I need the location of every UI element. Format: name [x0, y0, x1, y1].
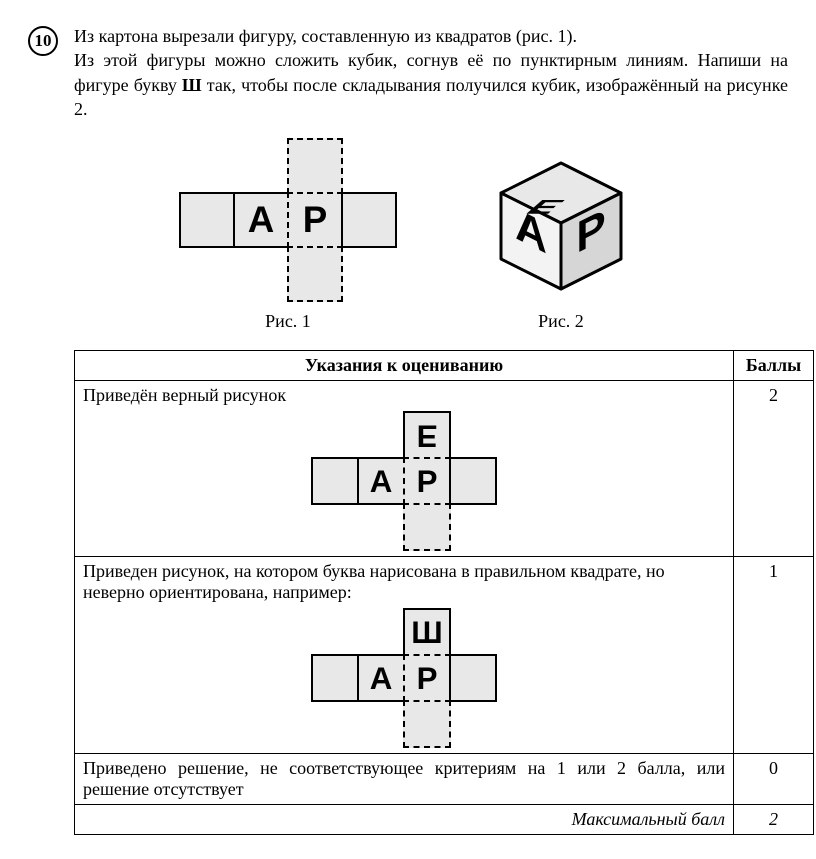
ans2-A-cell: А — [358, 458, 404, 504]
task-line-1: Из картона вырезали фигуру, составленную… — [74, 24, 788, 48]
rubric-header-points: Баллы — [734, 351, 814, 381]
net-P-cell: Р — [287, 192, 343, 248]
ans1-right-cell — [450, 655, 496, 701]
ans2-letter-P: Р — [417, 466, 438, 497]
net-right-cell — [342, 193, 396, 247]
task-line-2: Из этой фигуры можно сложить кубик, согн… — [74, 48, 788, 121]
rubric-row-2pts-text: Приведён верный рисунок — [83, 385, 725, 406]
answer-net-1pt: Ш А Р — [312, 609, 496, 747]
rubric-row-max: Максимальный балл 2 — [75, 805, 814, 835]
task-bold-letter: Ш — [182, 75, 202, 95]
rubric-table: Указания к оцениванию Баллы Приведён вер… — [74, 350, 814, 835]
rubric-row-2pts-points: 2 — [734, 381, 814, 557]
task-number: 10 — [35, 31, 52, 51]
ans2-top-cell: Е — [404, 412, 450, 458]
ans1-bottom-cell — [403, 700, 451, 748]
caption-fig2: Рис. 2 — [538, 311, 584, 332]
rubric-row-0pt-text: Приведено решение, не соответствующее кр… — [75, 754, 734, 805]
net-left-cell — [180, 193, 234, 247]
cube-net-1: А Р — [180, 139, 396, 301]
net-bottom-cell — [287, 246, 343, 302]
ans2-letter-E: Е — [417, 420, 438, 451]
rubric-row-0pt: Приведено решение, не соответствующее кр… — [75, 754, 814, 805]
rubric-row-1pt-points: 1 — [734, 557, 814, 754]
rubric-row-max-text: Максимальный балл — [75, 805, 734, 835]
cube-svg: Е А Р — [486, 151, 636, 301]
rubric-header-row: Указания к оцениванию Баллы — [75, 351, 814, 381]
figure-2: Е А Р Рис. 2 — [486, 151, 636, 332]
ans1-letter-A: А — [370, 663, 393, 694]
ans1-A-cell: А — [358, 655, 404, 701]
rubric-header-criteria: Указания к оцениванию — [75, 351, 734, 381]
answer-net-2pts: Е А Р — [312, 412, 496, 550]
figures-area: А Р Рис. 1 Е А Р — [28, 139, 788, 332]
ans2-bottom-cell — [403, 503, 451, 551]
task-row: 10 Из картона вырезали фигуру, составлен… — [28, 24, 788, 121]
ans1-top-cell: Ш — [404, 609, 450, 655]
ans2-left-cell — [312, 458, 358, 504]
task-text: Из картона вырезали фигуру, составленную… — [74, 24, 788, 121]
ans1-P-cell: Р — [403, 654, 451, 702]
ans1-letter-P: Р — [417, 663, 438, 694]
letter-A: А — [248, 202, 275, 239]
ans1-letter-Sh: Ш — [411, 617, 442, 648]
caption-fig1: Рис. 1 — [265, 311, 311, 332]
net-top-cell — [287, 138, 343, 194]
letter-P: Р — [303, 202, 328, 239]
task-number-badge: 10 — [28, 26, 58, 56]
ans2-P-cell: Р — [403, 457, 451, 505]
net-A-cell: А — [234, 193, 288, 247]
ans1-left-cell — [312, 655, 358, 701]
ans2-letter-A: А — [370, 466, 393, 497]
rubric-row-max-points: 2 — [734, 805, 814, 835]
rubric-row-1pt: Приведен рисунок, на котором буква нарис… — [75, 557, 814, 754]
rubric-row-0pt-points: 0 — [734, 754, 814, 805]
ans2-right-cell — [450, 458, 496, 504]
figure-1: А Р Рис. 1 — [180, 139, 396, 332]
rubric-row-2pts: Приведён верный рисунок Е А Р — [75, 381, 814, 557]
rubric-row-1pt-text: Приведен рисунок, на котором буква нарис… — [83, 561, 725, 603]
